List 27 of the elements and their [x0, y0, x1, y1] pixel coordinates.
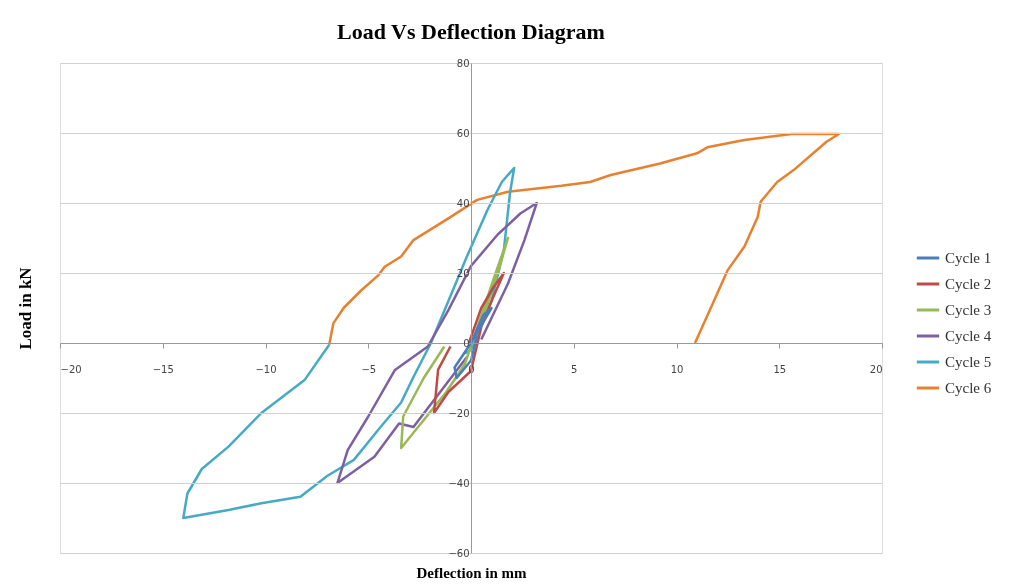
x-tick-label: 5 [571, 363, 578, 375]
y-tick-label: 60 [456, 127, 470, 139]
x-tick-label: 20 [869, 363, 883, 375]
x-tick-label: 15 [773, 363, 787, 375]
x-tick-label: −5 [361, 363, 377, 375]
legend-label: Cycle 2 [945, 276, 992, 292]
line-series [336, 201, 539, 485]
y-tick-label: −40 [448, 477, 470, 489]
y-axis-title: Load in kN [15, 266, 35, 350]
legend-label: Cycle 6 [945, 380, 992, 396]
y-tick-label: 80 [456, 57, 470, 69]
y-tick-label: −60 [448, 547, 470, 559]
legend-label: Cycle 5 [945, 354, 992, 370]
line-series [453, 306, 493, 380]
x-tick-label: 10 [670, 363, 684, 375]
chart-title: Load Vs Deflection Diagram [337, 19, 605, 44]
legend-label: Cycle 4 [945, 328, 992, 344]
legend-label: Cycle 1 [945, 250, 992, 266]
legend-label: Cycle 3 [945, 302, 992, 318]
y-tick-label: 40 [456, 197, 470, 209]
y-tick-label: 0 [463, 337, 470, 349]
y-tick-label: −20 [448, 407, 470, 419]
x-tick-label: −10 [255, 363, 277, 375]
line-series [432, 271, 506, 415]
x-tick-label: −20 [60, 363, 82, 375]
x-axis-title: Deflection in mm [416, 564, 527, 581]
x-tick-label: −15 [152, 363, 174, 375]
